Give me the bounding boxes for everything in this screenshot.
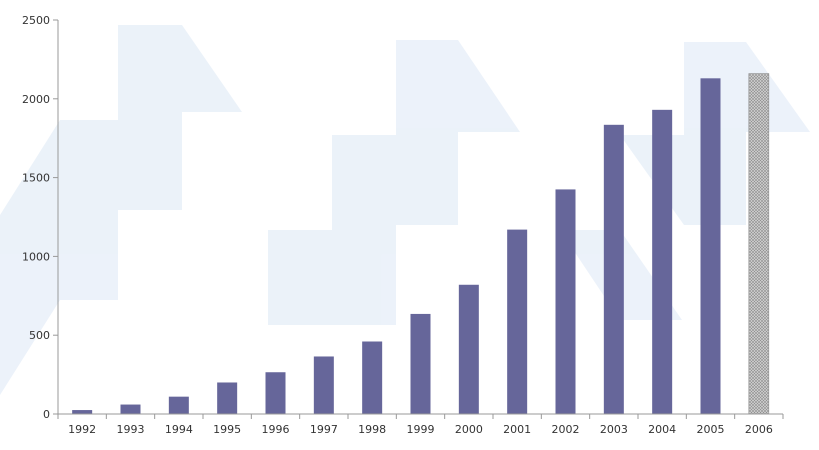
bar-2000 [458, 284, 479, 414]
x-tick-label: 2001 [503, 423, 531, 436]
x-tick-label: 2000 [455, 423, 483, 436]
bar-1994 [168, 396, 189, 414]
bar-2005 [700, 78, 721, 414]
bar-2003 [603, 124, 624, 414]
bar-1997 [313, 356, 334, 414]
x-tick-label: 2006 [745, 423, 773, 436]
y-tick-label: 2500 [22, 14, 50, 27]
bar-1999 [410, 313, 431, 414]
x-tick-label: 2003 [600, 423, 628, 436]
x-tick-label: 2004 [648, 423, 676, 436]
bar-2006 [748, 73, 770, 415]
bar-1996 [265, 372, 286, 414]
x-axis-ticks: 1992 1993 1994 1995 1996 1997 1998 1999 2000 2001… [57, 414, 784, 436]
x-tick-label: 1992 [68, 423, 96, 436]
bars [72, 73, 770, 415]
x-tick-label: 2002 [552, 423, 580, 436]
bar-2001 [507, 229, 528, 414]
x-tick-label: 1994 [165, 423, 193, 436]
y-tick-label: 500 [29, 329, 50, 342]
y-tick-label: 1500 [22, 172, 50, 185]
bar-1993 [120, 404, 141, 414]
bar-1992 [72, 410, 93, 414]
background-decoration [0, 25, 810, 395]
x-tick-label: 1995 [213, 423, 241, 436]
x-tick-label: 1997 [310, 423, 338, 436]
bar-1995 [217, 382, 238, 414]
bar-2004 [652, 109, 673, 414]
x-tick-label: 2005 [697, 423, 725, 436]
x-tick-label: 1998 [358, 423, 386, 436]
bar-2002 [555, 189, 576, 414]
x-tick-label: 1996 [262, 423, 290, 436]
y-axis-ticks: 0 500 1000 1500 2000 2500 [22, 14, 58, 421]
y-tick-label: 0 [43, 408, 50, 421]
x-tick-label: 1993 [117, 423, 145, 436]
y-tick-label: 2000 [22, 93, 50, 106]
y-tick-label: 1000 [22, 250, 50, 263]
x-tick-label: 1999 [407, 423, 435, 436]
bar-1998 [362, 341, 383, 414]
